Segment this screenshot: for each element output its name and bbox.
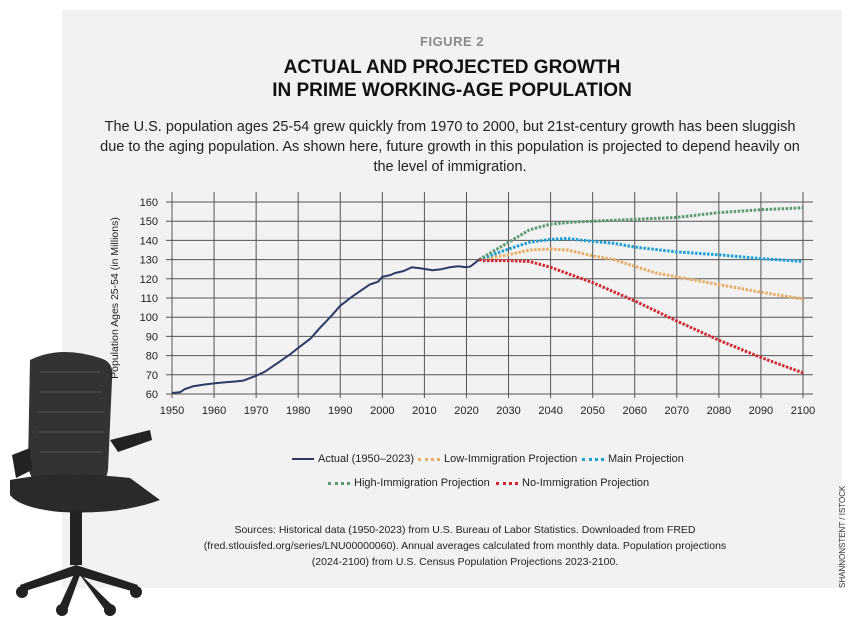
legend-label: Actual (1950–2023) xyxy=(318,453,415,465)
x-tick-label: 1990 xyxy=(328,405,352,417)
legend-label: No-Immigration Projection xyxy=(522,477,650,489)
legend-label: Main Projection xyxy=(608,453,684,465)
x-tick-label: 2050 xyxy=(580,405,604,417)
legend-item-actual: Actual (1950–2023) xyxy=(292,453,414,465)
x-tick-label: 2000 xyxy=(370,405,394,417)
y-tick-label: 70 xyxy=(146,370,158,382)
tick-labels: 60 70 80 90 100 110 120 130 140 150 160 1950 1960 197… xyxy=(140,197,816,417)
legend-item-low: Low-Immigration Projection xyxy=(418,453,577,465)
x-tick-label: 2070 xyxy=(665,405,689,417)
y-tick-label: 120 xyxy=(140,274,158,286)
figure-panel xyxy=(62,10,842,588)
y-tick-label: 150 xyxy=(140,216,158,228)
y-tick-label: 80 xyxy=(146,351,158,363)
legend-swatch-no xyxy=(496,481,518,485)
legend-label: Low-Immigration Projection xyxy=(444,453,578,465)
y-tick-label: 90 xyxy=(146,331,158,343)
series-line-3 xyxy=(478,206,804,261)
y-tick-label: 60 xyxy=(146,389,158,401)
x-tick-label: 2090 xyxy=(749,405,773,417)
title-line-2: IN PRIME WORKING-AGE POPULATION xyxy=(272,80,632,101)
series-lines xyxy=(171,206,804,394)
legend-item-main: Main Projection xyxy=(582,453,684,465)
x-tick-label: 2100 xyxy=(791,405,815,417)
x-tick-label: 2060 xyxy=(622,405,646,417)
series-line-2 xyxy=(478,237,804,263)
x-tick-label: 1960 xyxy=(202,405,226,417)
legend-item-no: No-Immigration Projection xyxy=(496,477,649,489)
sources-note: Sources: Historical data (1950-2023) fro… xyxy=(203,524,727,568)
grid xyxy=(166,192,813,398)
chart-title: ACTUAL AND PROJECTED GROWTH IN PRIME WOR… xyxy=(62,56,842,102)
series-line-4 xyxy=(478,258,804,375)
x-tick-label: 1980 xyxy=(286,405,310,417)
legend-swatch-high xyxy=(328,481,350,485)
title-line-1: ACTUAL AND PROJECTED GROWTH xyxy=(283,57,621,78)
y-tick-label: 140 xyxy=(140,235,158,247)
legend-swatch-main xyxy=(582,457,604,461)
y-tick-label: 130 xyxy=(140,255,158,267)
x-tick-label: 1950 xyxy=(160,405,184,417)
figure-label: FIGURE 2 xyxy=(420,34,484,49)
x-tick-label: 2080 xyxy=(707,405,731,417)
x-tick-label: 2010 xyxy=(412,405,436,417)
x-tick-label: 1970 xyxy=(244,405,268,417)
legend-swatch-actual xyxy=(292,458,314,460)
x-tick-label: 2020 xyxy=(454,405,478,417)
legend-swatch-low xyxy=(418,457,440,461)
office-chair-photo xyxy=(10,351,160,616)
y-tick-label: 110 xyxy=(140,293,158,305)
legend-item-high: High-Immigration Projection xyxy=(328,477,490,489)
y-axis-label: Population Ages 25-54 (in Millions) xyxy=(109,217,121,379)
photo-credit: SHANNONSTENT / ISTOCK xyxy=(838,485,847,588)
y-tick-label: 160 xyxy=(140,197,158,209)
series-line-0 xyxy=(171,258,480,394)
y-tick-label: 100 xyxy=(140,312,158,324)
series-line-1 xyxy=(478,247,804,301)
chart-subtitle: The U.S. population ages 25-54 grew quic… xyxy=(100,119,800,175)
x-tick-label: 2040 xyxy=(538,405,562,417)
legend-label: High-Immigration Projection xyxy=(354,477,490,489)
x-tick-label: 2030 xyxy=(496,405,520,417)
